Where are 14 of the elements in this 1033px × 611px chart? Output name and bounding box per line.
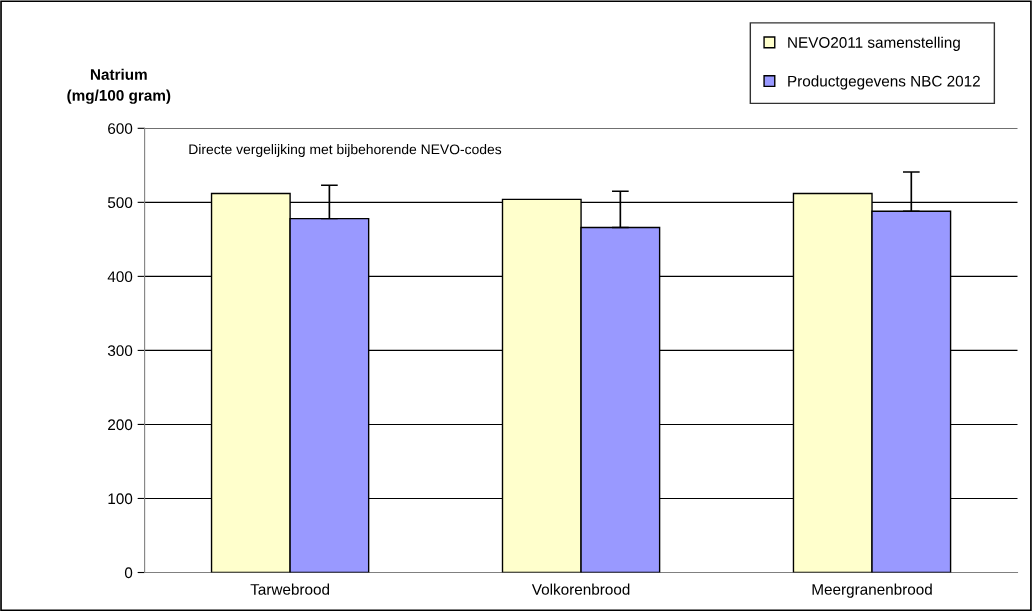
legend-label: NEVO2011 samenstelling xyxy=(788,36,960,51)
y-tick-label: 400 xyxy=(107,271,133,283)
y-axis-title: Natrium (mg/100 gram) xyxy=(67,68,171,104)
y-tick-label: 100 xyxy=(108,493,133,505)
x-tick-label: Meergranenbrood xyxy=(812,583,932,598)
y-tick-label: 300 xyxy=(107,345,133,357)
annotation: Directe vergelijking met bijbehorende NEVO-codes xyxy=(189,144,502,157)
y-tick-label: 0 xyxy=(124,567,133,579)
y-tick-label: 600 xyxy=(108,123,133,134)
x-tick-label: Volkorenbrood xyxy=(531,583,630,595)
legend-label: Productgegevens NBC 2012 xyxy=(788,75,980,90)
y-tick-label: 200 xyxy=(108,419,133,431)
x-tick-label: Tarwebrood xyxy=(250,583,330,595)
y-tick-label: 500 xyxy=(107,197,133,209)
